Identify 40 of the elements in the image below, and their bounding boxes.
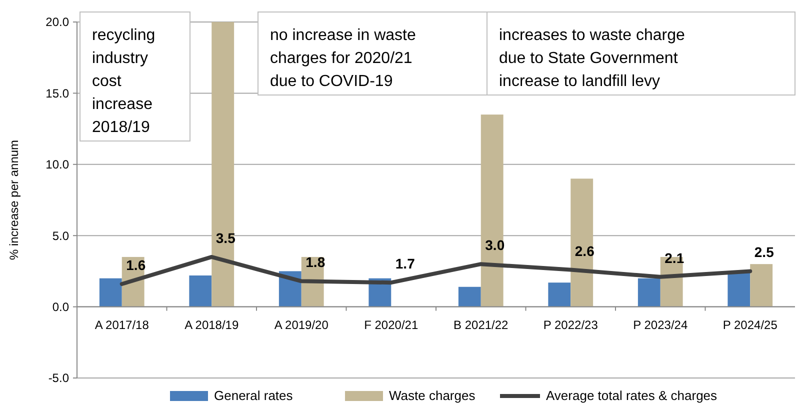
legend-label: Average total rates & charges — [546, 388, 718, 403]
data-label: 1.8 — [306, 254, 326, 270]
bar — [570, 178, 594, 307]
y-tick-label: 15.0 — [46, 86, 70, 100]
bar — [99, 278, 122, 307]
legend-label: General rates — [214, 388, 294, 403]
data-label: 3.5 — [216, 230, 236, 246]
x-tick-label: A 2017/18 — [94, 318, 150, 332]
y-tick-label: 5.0 — [52, 228, 70, 243]
bar — [480, 114, 504, 307]
annotation: no increase in waste charges for 2020/21 due to COVID-19 — [270, 27, 416, 90]
x-tick-label: P 2023/24 — [633, 318, 688, 332]
bar — [189, 275, 212, 307]
data-label: 3.0 — [485, 237, 505, 254]
x-tick-label: P 2022/23 — [543, 318, 598, 332]
x-tick-label: A 2019/20 — [274, 318, 329, 332]
bar — [750, 264, 773, 307]
data-label: 2.6 — [574, 242, 595, 259]
y-tick-label: 20.0 — [46, 15, 70, 30]
data-label: 2.5 — [754, 244, 774, 260]
x-tick-label: B 2021/22 — [454, 318, 509, 332]
y-tick-label: 0.0 — [52, 300, 70, 314]
bar — [638, 278, 660, 307]
bar — [212, 22, 234, 307]
x-tick-label: P 2024/25 — [722, 318, 778, 332]
bar — [458, 286, 481, 307]
data-label: 1.6 — [126, 257, 146, 274]
legend-label: Waste charges — [389, 388, 476, 403]
bar — [548, 282, 571, 307]
data-label: 2.1 — [664, 250, 684, 266]
x-tick-label: A 2018/19 — [184, 318, 239, 332]
data-label: 1.7 — [395, 256, 416, 272]
line-series — [120, 254, 752, 286]
y-tick-label: 10.0 — [46, 158, 70, 172]
bar — [728, 272, 750, 307]
annotation: increases to waste charge due to State Government increase to landfill levy — [499, 27, 685, 90]
annotation: recycling industry cost increase 2018/19 — [92, 27, 156, 136]
x-tick-label: F 2020/21 — [364, 318, 418, 332]
y-axis-title: % increase per annum — [7, 140, 21, 260]
y-tick-label: -5.0 — [48, 371, 70, 386]
